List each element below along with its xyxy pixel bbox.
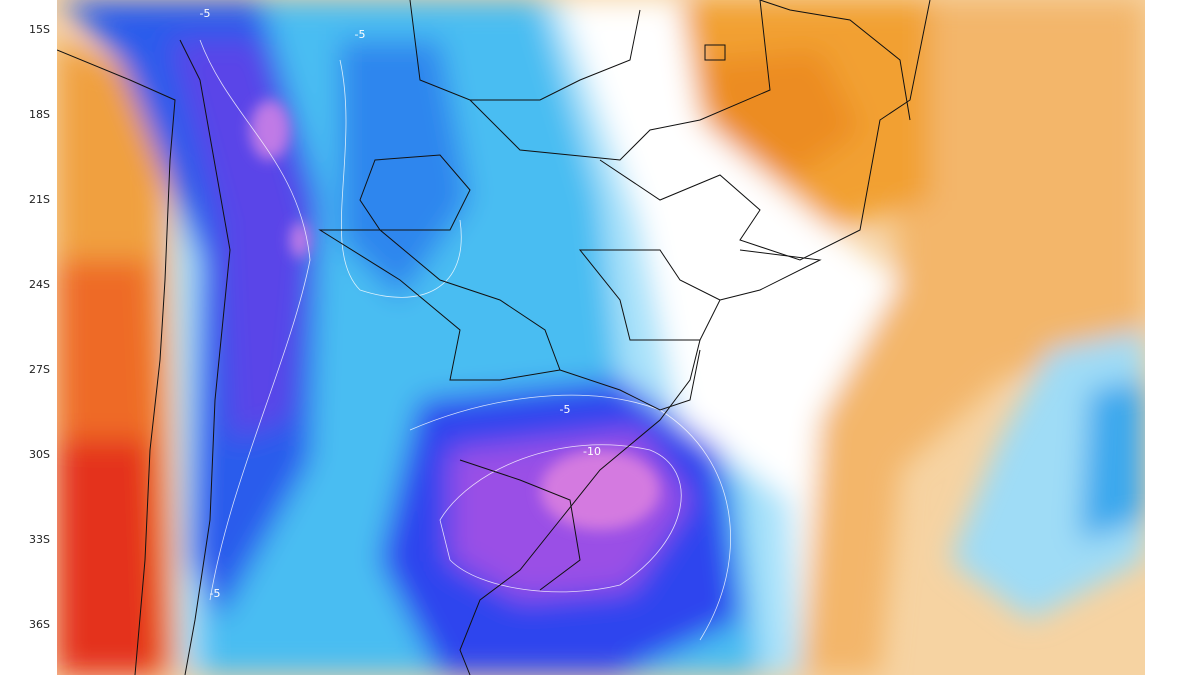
latitude-label: 36S: [29, 618, 50, 631]
latitude-label: 18S: [29, 108, 50, 121]
latitude-label: 15S: [29, 23, 50, 36]
contour-label: -5: [210, 587, 221, 600]
latitude-label: 21S: [29, 193, 50, 206]
latitude-label: 24S: [29, 278, 50, 291]
contour-label: -5: [355, 28, 366, 41]
contour-label: -5: [200, 7, 211, 20]
latitude-label: 30S: [29, 448, 50, 461]
field: [57, 0, 1145, 675]
latitude-label: 33S: [29, 533, 50, 546]
contour-label: -5: [560, 403, 571, 416]
contour-label: -10: [583, 445, 601, 458]
labels: 15S 18S 21S 24S 27S 30S 33S 36S -5 -5 -5 -10 -5: [29, 7, 601, 631]
latitude-label: 27S: [29, 363, 50, 376]
